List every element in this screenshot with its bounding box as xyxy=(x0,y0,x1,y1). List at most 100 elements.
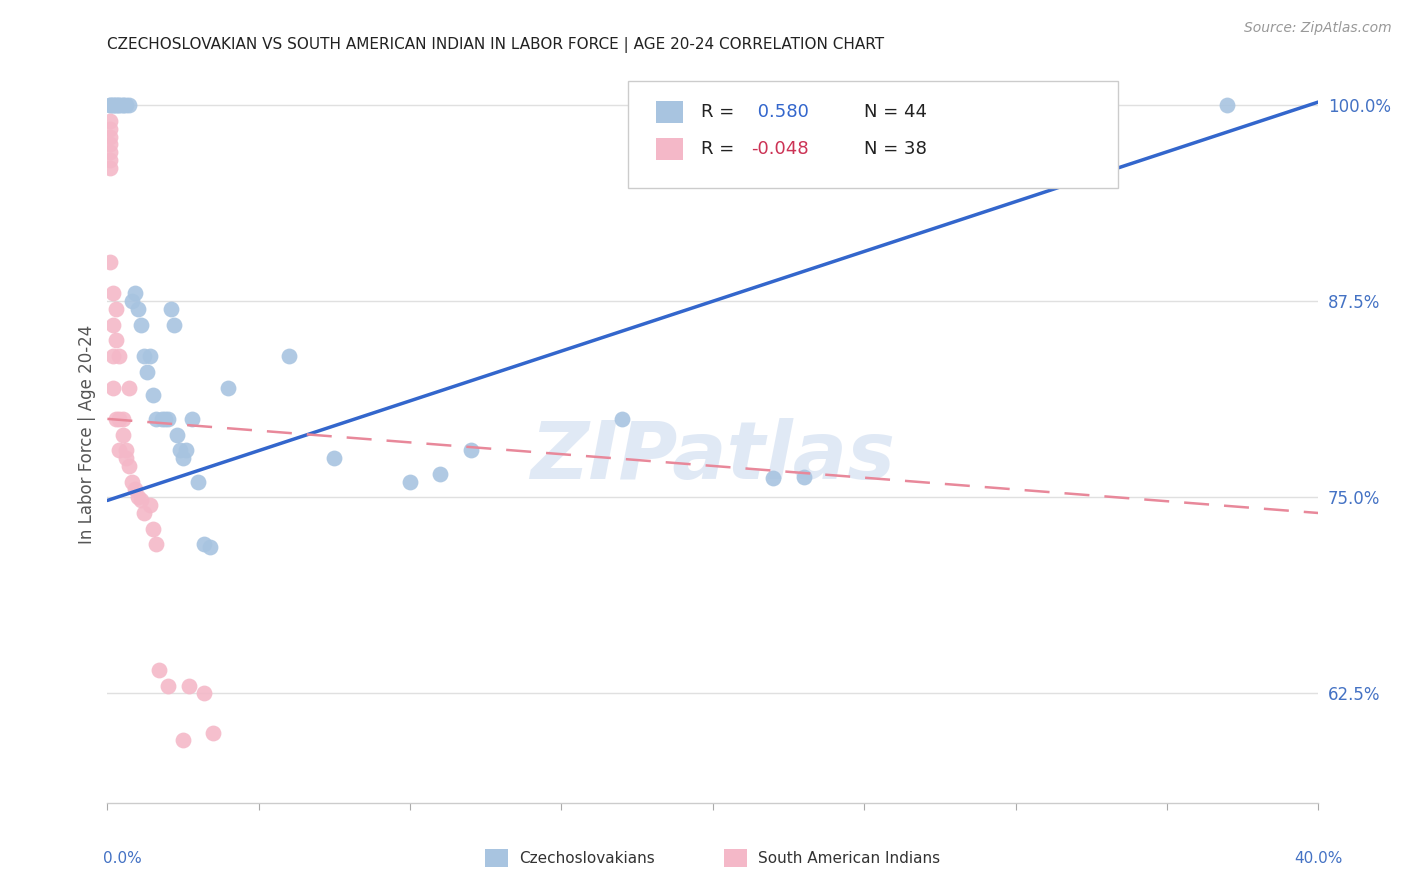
Point xyxy=(111,412,134,426)
Point xyxy=(111,98,134,112)
Point xyxy=(139,349,162,363)
Point xyxy=(121,294,143,309)
Point xyxy=(108,443,131,458)
Point xyxy=(399,475,422,489)
Text: ZIPatlas: ZIPatlas xyxy=(530,417,896,496)
Text: N = 38: N = 38 xyxy=(865,140,927,158)
Point xyxy=(100,145,122,160)
Point xyxy=(111,427,134,442)
Point xyxy=(100,121,122,136)
Y-axis label: In Labor Force | Age 20-24: In Labor Force | Age 20-24 xyxy=(79,325,96,544)
Point xyxy=(193,537,215,551)
Point xyxy=(145,537,167,551)
Text: -0.048: -0.048 xyxy=(752,140,810,158)
Point xyxy=(105,302,128,317)
Point xyxy=(132,506,155,520)
Point xyxy=(1216,98,1239,112)
Point xyxy=(163,318,186,332)
Point xyxy=(181,412,204,426)
Text: 0.0%: 0.0% xyxy=(103,851,142,865)
Point xyxy=(156,679,179,693)
Point xyxy=(124,286,146,301)
Point xyxy=(762,471,785,485)
Point xyxy=(105,412,128,426)
Point xyxy=(610,412,633,426)
Text: 40.0%: 40.0% xyxy=(1295,851,1343,865)
Point xyxy=(174,443,197,458)
Point xyxy=(193,686,215,700)
Point xyxy=(124,483,146,497)
Text: Source: ZipAtlas.com: Source: ZipAtlas.com xyxy=(1244,21,1392,35)
Point xyxy=(139,498,162,512)
Point xyxy=(100,98,122,112)
Point xyxy=(132,349,155,363)
Point xyxy=(100,129,122,144)
Point xyxy=(172,451,194,466)
FancyBboxPatch shape xyxy=(657,102,682,123)
Point xyxy=(156,412,179,426)
Point xyxy=(145,412,167,426)
Point xyxy=(127,302,149,317)
Point xyxy=(105,98,128,112)
Point xyxy=(202,725,225,739)
Text: CZECHOSLOVAKIAN VS SOUTH AMERICAN INDIAN IN LABOR FORCE | AGE 20-24 CORRELATION : CZECHOSLOVAKIAN VS SOUTH AMERICAN INDIAN… xyxy=(107,37,884,54)
Bar xyxy=(485,849,508,867)
FancyBboxPatch shape xyxy=(628,80,1119,187)
Point xyxy=(100,137,122,152)
Point xyxy=(114,98,136,112)
Point xyxy=(108,98,131,112)
Point xyxy=(100,153,122,167)
Point xyxy=(117,380,139,394)
Text: N = 44: N = 44 xyxy=(865,103,927,121)
Bar xyxy=(724,849,747,867)
Point xyxy=(278,349,301,363)
Point xyxy=(105,98,128,112)
Point xyxy=(160,302,183,317)
Point xyxy=(129,318,152,332)
Point xyxy=(100,113,122,128)
Point xyxy=(142,388,165,402)
Point xyxy=(217,380,239,394)
Point xyxy=(103,98,125,112)
Point xyxy=(127,491,149,505)
Text: Czechoslovakians: Czechoslovakians xyxy=(519,851,655,865)
Point xyxy=(793,470,815,484)
Point xyxy=(100,98,122,112)
Point xyxy=(172,733,194,747)
Point xyxy=(100,161,122,175)
Text: 0.580: 0.580 xyxy=(752,103,808,121)
Point xyxy=(429,467,451,481)
Point xyxy=(200,541,222,555)
Point xyxy=(114,443,136,458)
Point xyxy=(169,443,191,458)
Point xyxy=(108,412,131,426)
Point xyxy=(103,286,125,301)
Point xyxy=(117,98,139,112)
Point xyxy=(187,475,209,489)
Point xyxy=(103,349,125,363)
Point xyxy=(148,663,170,677)
Point xyxy=(142,522,165,536)
Text: R =: R = xyxy=(700,140,740,158)
Point xyxy=(114,451,136,466)
Point xyxy=(150,412,173,426)
Point xyxy=(117,458,139,473)
Point xyxy=(323,451,346,466)
Point xyxy=(179,679,201,693)
Point xyxy=(111,98,134,112)
Point xyxy=(105,334,128,348)
Point xyxy=(460,443,482,458)
Point xyxy=(103,98,125,112)
FancyBboxPatch shape xyxy=(657,138,682,161)
Point xyxy=(166,427,188,442)
Point xyxy=(108,98,131,112)
Point xyxy=(135,365,157,379)
Point xyxy=(121,475,143,489)
Point xyxy=(103,380,125,394)
Point xyxy=(100,255,122,269)
Text: R =: R = xyxy=(700,103,740,121)
Point xyxy=(103,318,125,332)
Text: South American Indians: South American Indians xyxy=(758,851,941,865)
Point xyxy=(153,412,176,426)
Point xyxy=(108,349,131,363)
